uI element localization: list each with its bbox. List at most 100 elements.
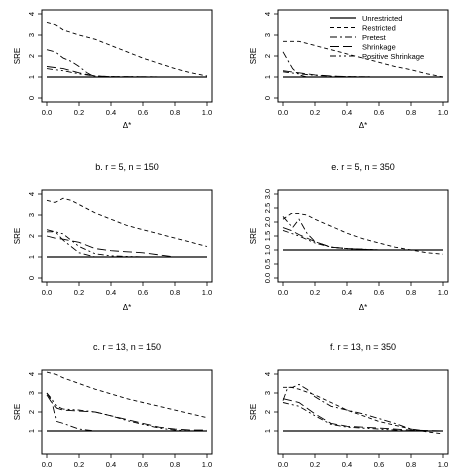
y-tick-label: 4 — [27, 12, 36, 16]
x-tick-label: 0.6 — [138, 288, 148, 297]
x-tick-label: 0.6 — [374, 288, 384, 297]
x-tick-label: 0.4 — [106, 108, 116, 117]
x-tick-label: 1.0 — [202, 108, 212, 117]
x-tick-label: 0.4 — [106, 288, 116, 297]
y-axis-label: SRE — [13, 404, 22, 420]
y-tick-label: 3 — [27, 33, 36, 37]
x-tick-label: 0.8 — [170, 460, 180, 469]
y-tick-label: 1 — [27, 429, 36, 433]
series-line-pretest — [46, 49, 207, 78]
x-tick-label: 0.8 — [406, 108, 416, 117]
series-line-positive-shrinkage — [282, 71, 443, 78]
y-tick-label: 3 — [263, 391, 272, 395]
y-axis-label: SRE — [13, 48, 22, 64]
y-tick-label: 4 — [27, 192, 36, 196]
y-tick-label: 4 — [263, 12, 272, 16]
chart-panel-6: 1 2 3 4 0.0 0.2 0.4 0.6 0.8 1.0 SRE f. r = 13, n = … — [249, 342, 449, 469]
x-axis-label: Δ* — [123, 303, 131, 312]
y-axis-label: SRE — [13, 228, 22, 244]
x-axis-label: Δ* — [359, 303, 367, 312]
x-tick-label: 0.2 — [74, 288, 84, 297]
x-tick-label: 0.2 — [74, 108, 84, 117]
x-tick-label: 0.2 — [310, 108, 320, 117]
x-tick-label: 0.4 — [342, 108, 352, 117]
x-tick-label: 0.4 — [342, 288, 352, 297]
y-tick-label: 3 — [27, 391, 36, 395]
y-tick-label: 3 — [263, 33, 272, 37]
chart-title: e. r = 5, n = 350 — [331, 162, 395, 172]
x-tick-label: 0.2 — [74, 460, 84, 469]
y-tick-label: 4 — [263, 372, 272, 376]
y-tick-label: 0 — [263, 96, 272, 100]
series-line-pretest — [282, 216, 443, 251]
x-tick-label: 0.4 — [342, 460, 352, 469]
x-tick-label: 0.6 — [138, 108, 148, 117]
x-tick-label: 1.0 — [438, 108, 448, 117]
series-line-positive-shrinkage — [282, 402, 443, 432]
x-tick-label: 0.0 — [42, 288, 52, 297]
x-axis-label: Δ* — [359, 121, 367, 130]
plot-frame — [41, 9, 213, 103]
y-tick-label: 1 — [27, 255, 36, 259]
y-tick-label: 4 — [27, 372, 36, 376]
x-tick-label: 1.0 — [438, 460, 448, 469]
y-tick-label: 1 — [263, 75, 272, 79]
series-line-shrinkage — [46, 394, 207, 431]
x-tick-label: 0.8 — [406, 288, 416, 297]
y-axis-label: SRE — [249, 404, 258, 420]
series-line-restricted — [283, 386, 444, 435]
legend-label: Positive Shrinkage — [362, 52, 424, 61]
series-line-pretest — [282, 51, 443, 78]
series-line-pretest — [46, 229, 207, 258]
x-tick-label: 0.6 — [374, 460, 384, 469]
x-tick-label: 1.0 — [202, 288, 212, 297]
plot-frame — [277, 369, 449, 455]
y-tick-label: 2 — [27, 234, 36, 238]
series-line-shrinkage — [46, 235, 207, 258]
y-axis-label: SRE — [249, 48, 258, 64]
legend: UnrestrictedRestrictedPretestShrinkagePo… — [330, 14, 424, 61]
series-line-shrinkage — [46, 66, 207, 78]
y-tick-label: 2 — [263, 54, 272, 58]
y-tick-label: 1 — [263, 429, 272, 433]
plot-frame — [41, 189, 213, 283]
y-tick-label: 2 — [27, 54, 36, 58]
series-line-shrinkage — [282, 398, 444, 432]
chart-panel-1: 0 1 2 3 4 0.0 0.2 0.4 0.6 0.8 1.0 SRE Δ* — [13, 9, 213, 130]
x-tick-label: 0.8 — [170, 288, 180, 297]
legend-label: Pretest — [362, 33, 387, 42]
x-tick-label: 0.8 — [170, 108, 180, 117]
y-tick-label: 2.0 — [263, 217, 272, 227]
x-tick-label: 0.6 — [138, 460, 148, 469]
x-tick-label: 0.0 — [42, 460, 52, 469]
x-tick-label: 1.0 — [202, 460, 212, 469]
series-line-restricted — [46, 21, 208, 77]
x-tick-label: 0.0 — [278, 288, 288, 297]
y-axis-label: SRE — [249, 228, 258, 244]
y-tick-label: 0.5 — [263, 259, 272, 269]
x-tick-label: 0.4 — [106, 460, 116, 469]
x-tick-label: 0.2 — [310, 288, 320, 297]
legend-label: Unrestricted — [362, 14, 402, 23]
chart-title: b. r = 5, n = 150 — [95, 162, 159, 172]
legend-label: Shrinkage — [362, 42, 396, 51]
series-line-restricted — [46, 371, 208, 419]
chart-panel-5: 0.0 0.5 1.0 1.5 2.0 2.5 3.0 0.0 0.2 0.4 0.6 0.8 1.0 S… — [249, 162, 449, 312]
chart-panel-3: 1 2 3 4 0.0 0.2 0.4 0.6 0.8 1.0 SRE c. r = 13, n = … — [13, 342, 213, 469]
y-tick-label: 1.5 — [263, 231, 272, 241]
series-line-positive-shrinkage — [47, 231, 207, 258]
series-line-restricted — [282, 213, 444, 255]
plot-frame — [277, 189, 449, 283]
series-line-shrinkage — [282, 70, 443, 78]
x-tick-label: 0.0 — [278, 460, 288, 469]
chart-panel-2: 0 1 2 3 4 0.0 0.2 0.4 0.6 0.8 1.0 SRE Δ* b. r = 5, n … — [13, 162, 213, 312]
series-line-shrinkage — [282, 227, 443, 251]
legend-label: Restricted — [362, 23, 396, 32]
series-line-pretest — [282, 383, 443, 432]
y-tick-label: 3.0 — [263, 189, 272, 199]
y-tick-label: 3 — [27, 213, 36, 217]
x-tick-label: 0.0 — [278, 108, 288, 117]
x-axis-label: Δ* — [123, 121, 131, 130]
series-line-positive-shrinkage — [46, 68, 207, 78]
x-tick-label: 1.0 — [438, 288, 448, 297]
